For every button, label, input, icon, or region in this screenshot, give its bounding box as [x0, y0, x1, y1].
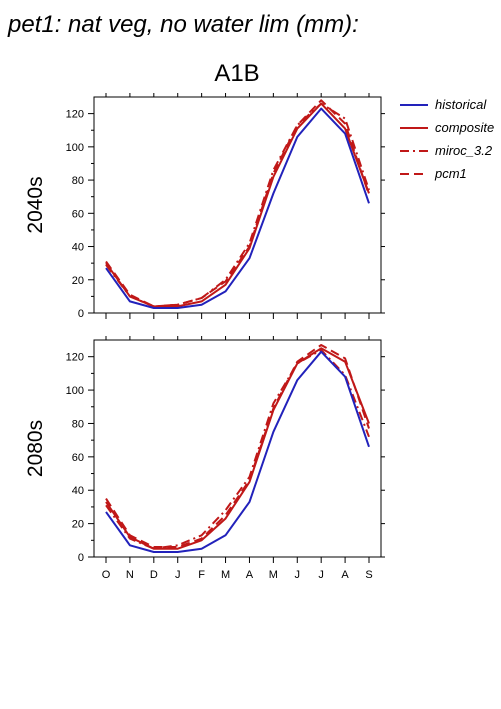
- panel-2080s: 0 20 40 60 80 100 120 O N D J F M A M J J A S 2080s: [24, 336, 385, 581]
- legend-label: pcm1: [434, 166, 467, 181]
- y-tick-label: 100: [66, 385, 84, 397]
- y-tick-label: 100: [66, 142, 84, 154]
- row-label-2080s: 2080s: [24, 420, 47, 477]
- y-tick-label: 0: [78, 308, 84, 320]
- x-tick-label: M: [269, 569, 278, 581]
- y-tick-label: 60: [72, 452, 84, 464]
- legend-label: composite: [435, 120, 494, 135]
- legend-item-historical: historical: [400, 97, 487, 112]
- legend: historical composite miroc_3.2 pcm1: [400, 97, 494, 181]
- legend-label: historical: [435, 97, 487, 112]
- x-tick-label: A: [246, 569, 254, 581]
- legend-item-pcm1: pcm1: [400, 166, 467, 181]
- series-line-pcm1: [105, 99, 370, 308]
- x-tick-label: A: [341, 569, 349, 581]
- legend-item-miroc-3-2: miroc_3.2: [400, 143, 493, 158]
- y-tick-label: 80: [72, 418, 84, 430]
- y-tick-label: 80: [72, 175, 84, 187]
- scenario-label: A1B: [214, 60, 259, 87]
- series-line-pcm1: [105, 344, 370, 548]
- series-line-historical: [105, 107, 370, 309]
- x-tick-label: J: [175, 569, 181, 581]
- y-tick-label: 60: [72, 208, 84, 220]
- figure-title: pet1: nat veg, no water lim (mm):: [7, 11, 359, 38]
- y-tick-label: 20: [72, 275, 84, 287]
- legend-item-composite: composite: [400, 120, 494, 135]
- x-tick-label: J: [295, 569, 301, 581]
- y-tick-label: 40: [72, 485, 84, 497]
- y-tick-label: 40: [72, 242, 84, 254]
- y-tick-label: 120: [66, 109, 84, 121]
- y-tick-label: 0: [78, 552, 84, 564]
- x-tick-label: S: [365, 569, 372, 581]
- x-tick-label: O: [102, 569, 111, 581]
- series-line-miroc-3-2: [105, 349, 370, 550]
- x-tick-label: D: [150, 569, 158, 581]
- x-tick-label: J: [318, 569, 324, 581]
- x-tick-label: F: [198, 569, 205, 581]
- panel-2040s: 0 20 40 60 80 100 120 2040s: [24, 93, 385, 320]
- plot-frame: [93, 339, 382, 558]
- x-tick-label: M: [221, 569, 230, 581]
- y-tick-label: 120: [66, 352, 84, 364]
- series-line-historical: [105, 350, 370, 553]
- plot-frame: [93, 96, 382, 314]
- row-label-2040s: 2040s: [24, 176, 47, 233]
- y-tick-label: 20: [72, 519, 84, 531]
- x-tick-label: N: [126, 569, 134, 581]
- legend-label: miroc_3.2: [435, 143, 493, 158]
